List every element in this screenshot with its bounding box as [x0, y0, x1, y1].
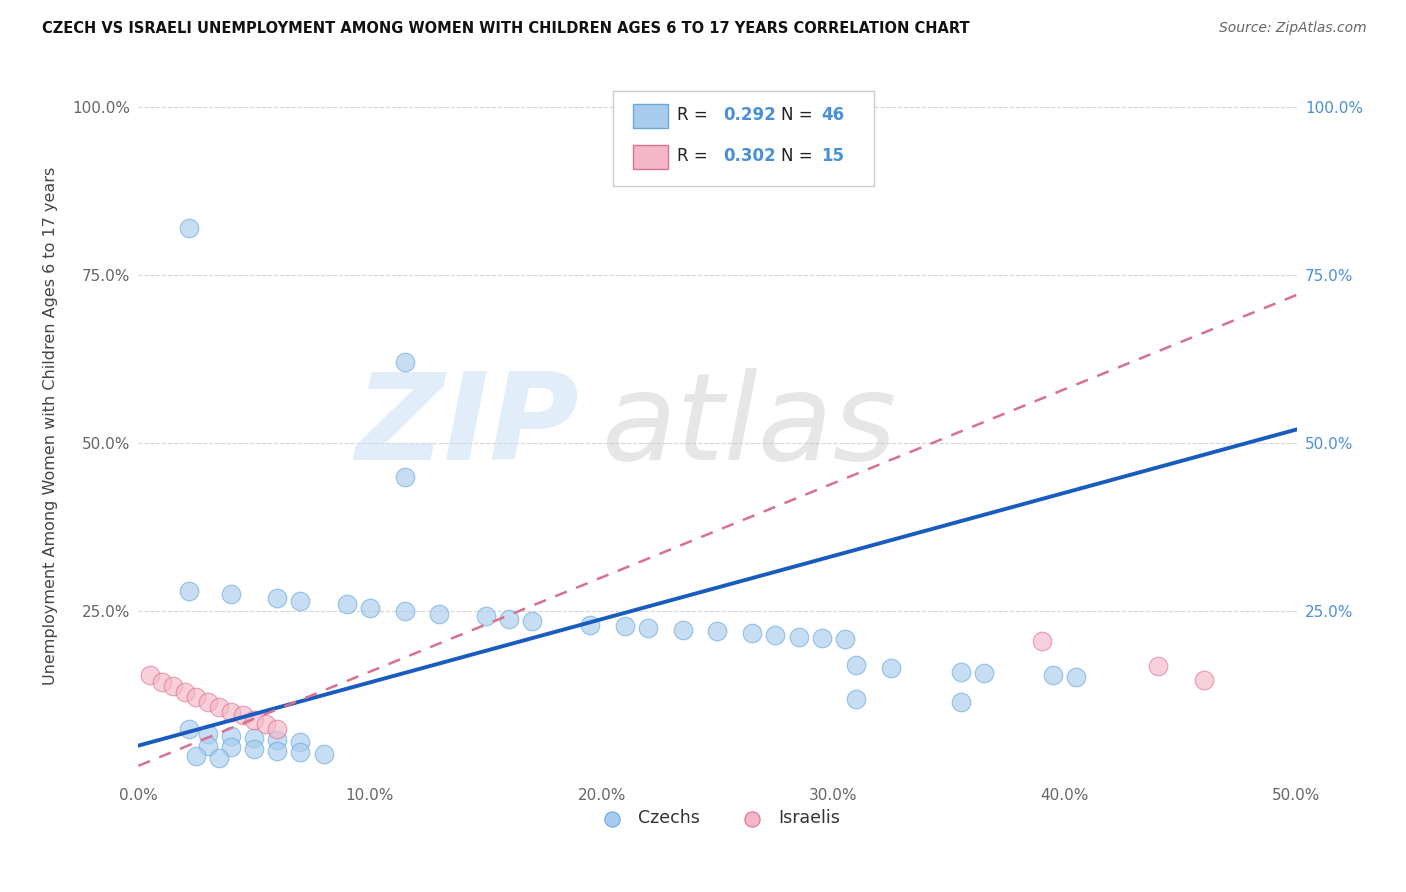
Text: 15: 15: [821, 147, 845, 165]
Point: [243, 713, 266, 727]
Point: [359, 600, 381, 615]
Point: [810, 631, 832, 645]
FancyBboxPatch shape: [633, 104, 668, 128]
Point: [880, 661, 903, 675]
Point: [179, 722, 201, 736]
Point: [150, 674, 173, 689]
Point: [197, 726, 219, 740]
Point: [1192, 673, 1215, 687]
Point: [162, 680, 184, 694]
Point: [290, 745, 312, 759]
Point: [973, 665, 995, 680]
Point: [208, 750, 231, 764]
Point: [637, 621, 659, 635]
Y-axis label: Unemployment Among Women with Children Ages 6 to 17 years: Unemployment Among Women with Children A…: [44, 167, 58, 685]
Point: [498, 612, 520, 626]
Point: [672, 623, 695, 637]
Point: [290, 735, 312, 749]
Point: [845, 657, 868, 672]
Point: [429, 607, 451, 622]
Point: [197, 695, 219, 709]
Point: [197, 739, 219, 753]
Point: [232, 708, 254, 723]
Point: [834, 632, 856, 647]
Legend: Czechs, Israelis: Czechs, Israelis: [588, 802, 846, 834]
Point: [173, 685, 195, 699]
Point: [520, 614, 543, 628]
Point: [706, 624, 728, 639]
Text: N =: N =: [782, 106, 818, 124]
Text: R =: R =: [676, 147, 713, 165]
Point: [845, 691, 868, 706]
Point: [186, 748, 208, 763]
Point: [266, 591, 288, 605]
Point: [290, 594, 312, 608]
Point: [179, 220, 201, 235]
Point: [243, 742, 266, 756]
Text: atlas: atlas: [602, 368, 897, 484]
Point: [741, 625, 763, 640]
Point: [254, 717, 277, 731]
Point: [787, 630, 810, 644]
Point: [763, 627, 786, 641]
Point: [1042, 668, 1064, 682]
Point: [949, 695, 972, 709]
Text: 0.302: 0.302: [723, 147, 776, 165]
Point: [139, 668, 162, 682]
Point: [179, 583, 201, 598]
Point: [475, 609, 498, 624]
Point: [243, 731, 266, 745]
Point: [579, 617, 602, 632]
Point: [336, 598, 359, 612]
Text: 46: 46: [821, 106, 845, 124]
Point: [266, 744, 288, 758]
Point: [219, 729, 242, 743]
FancyBboxPatch shape: [633, 145, 668, 169]
Point: [1146, 659, 1168, 673]
Text: N =: N =: [782, 147, 818, 165]
FancyBboxPatch shape: [613, 91, 873, 186]
Point: [394, 469, 416, 483]
Point: [219, 587, 242, 601]
Point: [208, 699, 231, 714]
Text: ZIP: ZIP: [354, 368, 578, 484]
Text: 0.292: 0.292: [723, 106, 776, 124]
Point: [266, 722, 288, 736]
Point: [219, 705, 242, 719]
Point: [394, 604, 416, 618]
Point: [312, 747, 335, 761]
Point: [186, 690, 208, 705]
Point: [394, 355, 416, 369]
Text: Source: ZipAtlas.com: Source: ZipAtlas.com: [1219, 21, 1367, 35]
Point: [1031, 634, 1053, 648]
Point: [949, 665, 972, 679]
Point: [266, 733, 288, 747]
Text: CZECH VS ISRAELI UNEMPLOYMENT AMONG WOMEN WITH CHILDREN AGES 6 TO 17 YEARS CORRE: CZECH VS ISRAELI UNEMPLOYMENT AMONG WOME…: [42, 21, 970, 36]
Point: [1066, 670, 1088, 684]
Point: [613, 619, 636, 633]
Text: R =: R =: [676, 106, 713, 124]
Point: [219, 739, 242, 754]
